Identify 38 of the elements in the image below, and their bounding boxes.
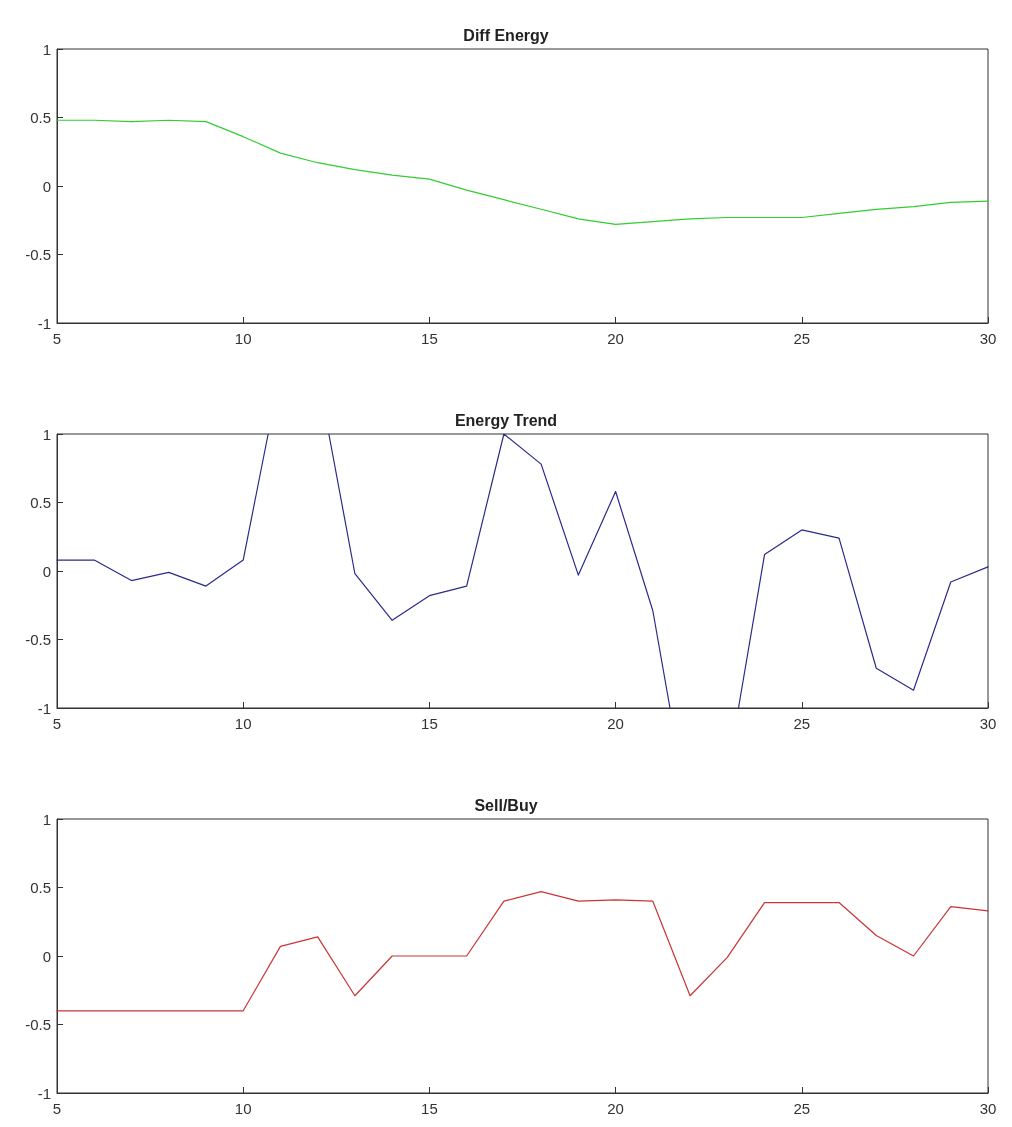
x-tick-label: 15 bbox=[421, 715, 438, 732]
x-tick-label: 20 bbox=[607, 715, 624, 732]
line-series bbox=[56, 891, 989, 1012]
x-tick-label: 15 bbox=[421, 330, 438, 347]
y-tick-label: 1 bbox=[42, 810, 51, 828]
x-tick-label: 15 bbox=[421, 1100, 438, 1117]
line-series bbox=[56, 119, 989, 225]
x-tick-label: 5 bbox=[52, 715, 62, 732]
x-tick-label: 30 bbox=[979, 330, 997, 347]
y-tick-label: 0.5 bbox=[30, 879, 51, 896]
x-tick-label: 5 bbox=[52, 330, 62, 347]
chart-title: Energy Trend bbox=[454, 411, 558, 429]
x-tick-label: 25 bbox=[793, 1100, 811, 1117]
y-tick-label: 1 bbox=[42, 425, 51, 443]
y-tick-label: -1 bbox=[37, 1084, 51, 1102]
x-tick-label: 30 bbox=[979, 715, 997, 732]
y-tick-label: 1 bbox=[42, 40, 51, 58]
chart-title: Diff Energy bbox=[463, 26, 549, 44]
x-tick-label: 10 bbox=[234, 330, 252, 347]
x-tick-label: 10 bbox=[234, 1100, 252, 1117]
x-tick-label: 25 bbox=[793, 715, 811, 732]
x-tick-label: 10 bbox=[234, 715, 252, 732]
x-tick-label: 5 bbox=[52, 1100, 62, 1117]
x-tick-label: 20 bbox=[607, 330, 624, 347]
y-tick-label: 0 bbox=[42, 562, 51, 580]
y-tick-label: 0.5 bbox=[30, 109, 51, 126]
x-tick-label: 30 bbox=[979, 1100, 997, 1117]
y-tick-label: 0.5 bbox=[30, 494, 51, 511]
y-tick-label: 0 bbox=[42, 947, 51, 965]
y-tick-label: -0.5 bbox=[25, 631, 51, 648]
y-tick-label: -0.5 bbox=[25, 1016, 51, 1033]
y-tick-label: -1 bbox=[37, 314, 51, 332]
x-tick-label: 25 bbox=[793, 330, 811, 347]
chart-title: Sell/Buy bbox=[474, 796, 538, 814]
y-tick-label: -0.5 bbox=[25, 246, 51, 263]
x-tick-label: 20 bbox=[607, 1100, 624, 1117]
y-tick-label: -1 bbox=[37, 699, 51, 717]
y-tick-label: 0 bbox=[42, 177, 51, 195]
